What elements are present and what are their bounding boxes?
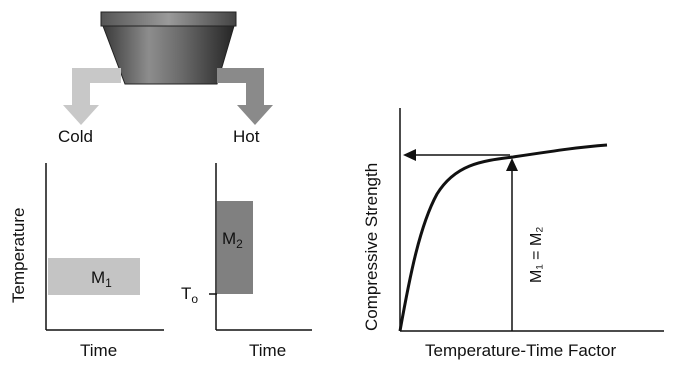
hot-arrow xyxy=(217,68,273,125)
strength-x-label: Temperature-Time Factor xyxy=(425,341,616,360)
mixer-hopper xyxy=(100,11,237,85)
strength-y-label: Compressive Strength xyxy=(362,163,381,331)
cold-temperature-block xyxy=(48,258,140,295)
maturity-marker-arrowhead xyxy=(506,158,518,171)
cold-x-label: Time xyxy=(80,341,117,360)
cold-arrow xyxy=(63,68,121,125)
datum-temperature-label: To xyxy=(181,284,198,306)
cold-block-label: M1 xyxy=(91,268,112,290)
hot-label: Hot xyxy=(233,127,260,146)
cold-label: Cold xyxy=(58,127,93,146)
strength-curve-panel: M₁ = M₂ Compressive Strength Temperature… xyxy=(362,108,664,360)
strength-curve xyxy=(398,143,608,332)
maturity-equality-label: M₁ = M₂ xyxy=(528,227,545,284)
cold-panel: M1 Time Temperature xyxy=(9,163,164,360)
hot-block-label: M2 xyxy=(222,229,243,251)
hot-panel: M2 To Time xyxy=(181,163,312,360)
hot-temperature-block xyxy=(217,201,253,294)
strength-readout-arrowhead xyxy=(403,149,416,161)
cold-y-label: Temperature xyxy=(9,208,28,303)
hot-x-label: Time xyxy=(249,341,286,360)
